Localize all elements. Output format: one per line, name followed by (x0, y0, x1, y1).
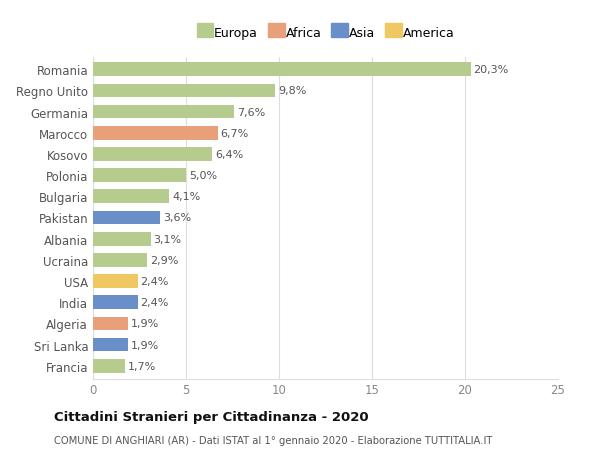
Bar (93, 274, 137, 288)
Text: 1,9%: 1,9% (131, 319, 160, 329)
Bar (93, 232, 151, 246)
Bar (93, 211, 160, 225)
Bar (93, 84, 275, 98)
Text: COMUNE DI ANGHIARI (AR) - Dati ISTAT al 1° gennaio 2020 - Elaborazione TUTTITALI: COMUNE DI ANGHIARI (AR) - Dati ISTAT al … (54, 435, 493, 445)
Legend: Europa, Africa, Asia, America: Europa, Africa, Asia, America (191, 22, 460, 45)
Bar (93, 148, 212, 162)
Text: 6,4%: 6,4% (215, 150, 243, 160)
Text: 3,1%: 3,1% (154, 234, 182, 244)
Text: 4,1%: 4,1% (172, 192, 200, 202)
Bar (93, 106, 235, 119)
Text: 1,9%: 1,9% (131, 340, 160, 350)
Bar (93, 296, 137, 309)
Bar (93, 127, 218, 140)
Text: 2,9%: 2,9% (150, 255, 178, 265)
Bar (93, 253, 147, 267)
Text: 5,0%: 5,0% (189, 171, 217, 181)
Bar (93, 338, 128, 352)
Bar (93, 190, 169, 204)
Text: 9,8%: 9,8% (278, 86, 307, 96)
Text: 3,6%: 3,6% (163, 213, 191, 223)
Text: 2,4%: 2,4% (140, 276, 169, 286)
Bar (93, 169, 186, 183)
Text: 1,7%: 1,7% (127, 361, 155, 371)
Text: 7,6%: 7,6% (237, 107, 265, 118)
Text: Cittadini Stranieri per Cittadinanza - 2020: Cittadini Stranieri per Cittadinanza - 2… (54, 410, 368, 423)
Bar (93, 317, 128, 330)
Text: 6,7%: 6,7% (220, 129, 248, 139)
Text: 20,3%: 20,3% (473, 65, 509, 75)
Text: 2,4%: 2,4% (140, 297, 169, 308)
Bar (93, 359, 125, 373)
Bar (93, 63, 470, 77)
